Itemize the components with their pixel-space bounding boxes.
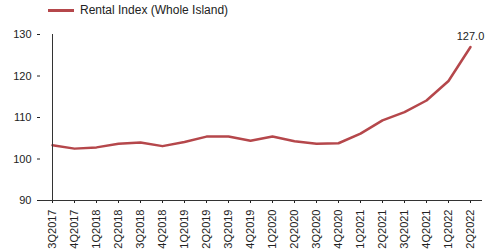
svg-text:3Q2018: 3Q2018 [134, 210, 146, 249]
svg-text:3Q2021: 3Q2021 [398, 210, 410, 249]
svg-text:1Q2022: 1Q2022 [442, 210, 454, 249]
svg-text:3Q2019: 3Q2019 [222, 210, 234, 249]
svg-text:1Q2018: 1Q2018 [90, 210, 102, 249]
svg-text:120: 120 [13, 70, 31, 82]
html-text:Rental Index (Whole Island): Rental Index (Whole Island) [80, 3, 229, 17]
svg-text:1Q2019: 1Q2019 [178, 210, 190, 249]
svg-text:3Q2017: 3Q2017 [46, 210, 58, 249]
svg-text:4Q2020: 4Q2020 [332, 210, 344, 249]
svg-text:2Q2020: 2Q2020 [288, 210, 300, 249]
svg-text:1Q2021: 1Q2021 [354, 210, 366, 249]
svg-text:2Q2022: 2Q2022 [464, 210, 476, 249]
svg-text:4Q2018: 4Q2018 [156, 210, 168, 249]
svg-text:3Q2020: 3Q2020 [310, 210, 322, 249]
svg-text:4Q2021: 4Q2021 [420, 210, 432, 249]
svg-text:4Q2017: 4Q2017 [68, 210, 80, 249]
svg-text:4Q2019: 4Q2019 [244, 210, 256, 249]
svg-text:127.0: 127.0 [457, 30, 485, 42]
svg-text:110: 110 [14, 111, 32, 123]
svg-text:2Q2021: 2Q2021 [376, 210, 388, 249]
svg-text:90: 90 [19, 194, 31, 206]
svg-text:2Q2019: 2Q2019 [200, 210, 212, 249]
svg-text:1Q2020: 1Q2020 [266, 210, 278, 249]
svg-text:100: 100 [13, 153, 31, 165]
svg-text:130: 130 [13, 28, 31, 40]
svg-text:2Q2018: 2Q2018 [112, 210, 124, 249]
